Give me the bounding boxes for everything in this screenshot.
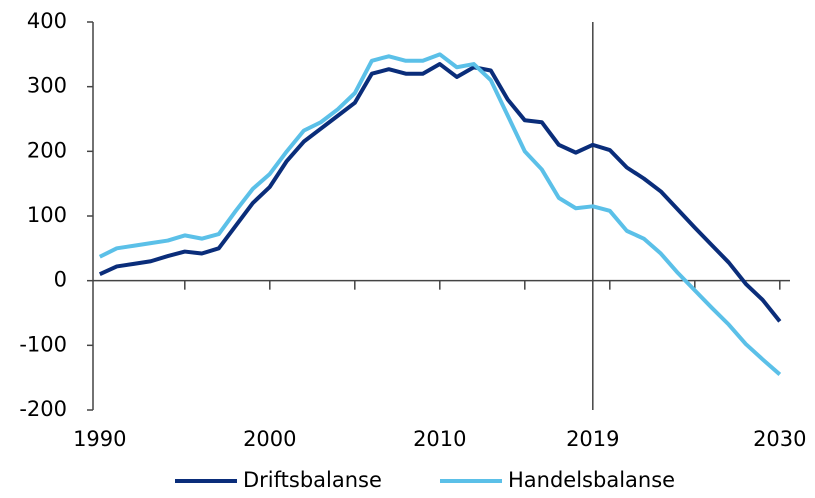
y-tick-label: 400 <box>27 9 67 33</box>
x-tick-label: 1990 <box>73 427 126 451</box>
x-tick-label: 2019 <box>566 427 619 451</box>
series-line <box>98 52 782 376</box>
y-tick-label: -100 <box>19 332 67 356</box>
y-tick-label: 200 <box>27 138 67 162</box>
y-tick-label: 100 <box>27 203 67 227</box>
x-tick-label: 2030 <box>753 427 806 451</box>
x-tick-label: 2000 <box>243 427 296 451</box>
y-tick-label: -200 <box>19 397 67 421</box>
y-tick-label: 0 <box>54 268 67 292</box>
legend-label: Handelsbalanse <box>508 468 675 492</box>
legend-label: Driftsbalanse <box>243 468 382 492</box>
series-line <box>98 62 782 323</box>
y-tick-label: 300 <box>27 74 67 98</box>
x-tick-label: 2010 <box>413 427 466 451</box>
